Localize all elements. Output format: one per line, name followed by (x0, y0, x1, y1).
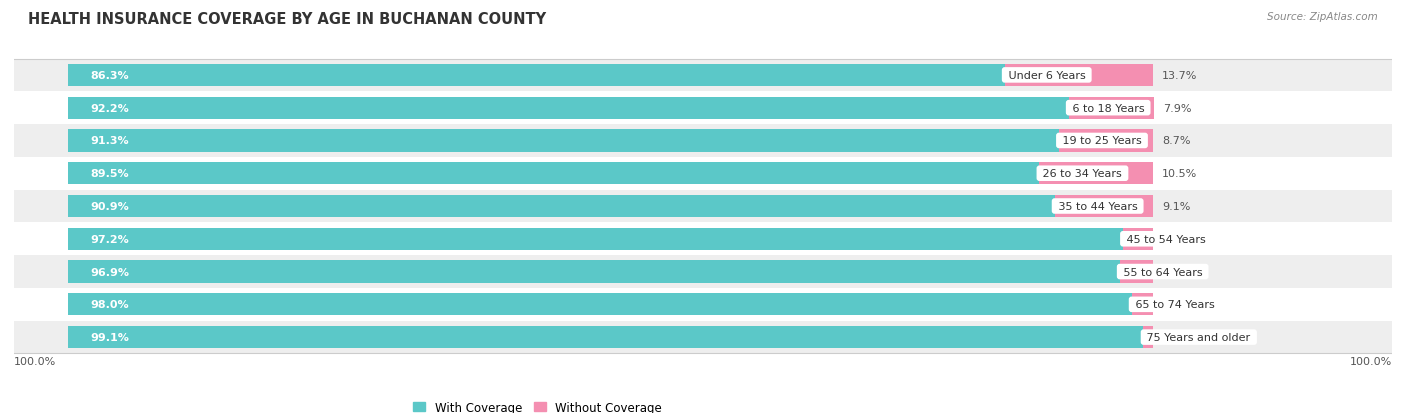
Bar (1119, 261, 1153, 283)
Bar (14, 190, 1392, 223)
Text: 2.8%: 2.8% (1161, 234, 1191, 244)
Text: 90.9%: 90.9% (90, 202, 129, 211)
Bar (69, 326, 1143, 349)
Text: 100.0%: 100.0% (14, 356, 56, 366)
Bar (14, 223, 1392, 256)
Text: 89.5%: 89.5% (90, 169, 128, 179)
Text: 96.9%: 96.9% (90, 267, 129, 277)
Bar (1143, 326, 1153, 349)
Text: 55 to 64 Years: 55 to 64 Years (1119, 267, 1206, 277)
Text: 6 to 18 Years: 6 to 18 Years (1069, 103, 1147, 114)
Text: 92.2%: 92.2% (90, 103, 129, 114)
Bar (14, 256, 1392, 288)
Text: 3.1%: 3.1% (1161, 267, 1191, 277)
Text: Source: ZipAtlas.com: Source: ZipAtlas.com (1267, 12, 1378, 22)
Bar (1005, 64, 1153, 87)
Bar (69, 261, 1119, 283)
Bar (69, 294, 1132, 316)
Text: 7.9%: 7.9% (1163, 103, 1191, 114)
Text: 26 to 34 Years: 26 to 34 Years (1039, 169, 1126, 179)
Text: 65 to 74 Years: 65 to 74 Years (1132, 299, 1218, 310)
Bar (1039, 163, 1153, 185)
Text: 8.7%: 8.7% (1161, 136, 1191, 146)
Text: 75 Years and older: 75 Years and older (1143, 332, 1254, 342)
Text: 97.2%: 97.2% (90, 234, 129, 244)
Text: 45 to 54 Years: 45 to 54 Years (1123, 234, 1209, 244)
Bar (14, 125, 1392, 157)
Bar (1123, 228, 1153, 250)
Bar (69, 163, 1039, 185)
Bar (1132, 294, 1153, 316)
Text: 19 to 25 Years: 19 to 25 Years (1059, 136, 1144, 146)
Bar (14, 157, 1392, 190)
Text: 100.0%: 100.0% (1350, 356, 1392, 366)
Text: 98.0%: 98.0% (90, 299, 128, 310)
Text: 10.5%: 10.5% (1161, 169, 1197, 179)
Bar (14, 59, 1392, 92)
Legend: With Coverage, Without Coverage: With Coverage, Without Coverage (413, 401, 662, 413)
Bar (69, 195, 1054, 218)
Text: 0.89%: 0.89% (1161, 332, 1198, 342)
Bar (69, 97, 1069, 119)
Bar (1069, 97, 1154, 119)
Text: Under 6 Years: Under 6 Years (1005, 71, 1088, 81)
Text: HEALTH INSURANCE COVERAGE BY AGE IN BUCHANAN COUNTY: HEALTH INSURANCE COVERAGE BY AGE IN BUCH… (28, 12, 547, 27)
Bar (1059, 130, 1153, 152)
Text: 99.1%: 99.1% (90, 332, 129, 342)
Bar (1054, 195, 1153, 218)
Bar (14, 92, 1392, 125)
Text: 13.7%: 13.7% (1161, 71, 1198, 81)
Text: 2.0%: 2.0% (1161, 299, 1191, 310)
Text: 9.1%: 9.1% (1161, 202, 1191, 211)
Text: 86.3%: 86.3% (90, 71, 128, 81)
Text: 91.3%: 91.3% (90, 136, 128, 146)
Bar (14, 288, 1392, 321)
Bar (69, 64, 1005, 87)
Bar (69, 228, 1123, 250)
Bar (69, 130, 1059, 152)
Text: 35 to 44 Years: 35 to 44 Years (1054, 202, 1140, 211)
Bar (14, 321, 1392, 354)
